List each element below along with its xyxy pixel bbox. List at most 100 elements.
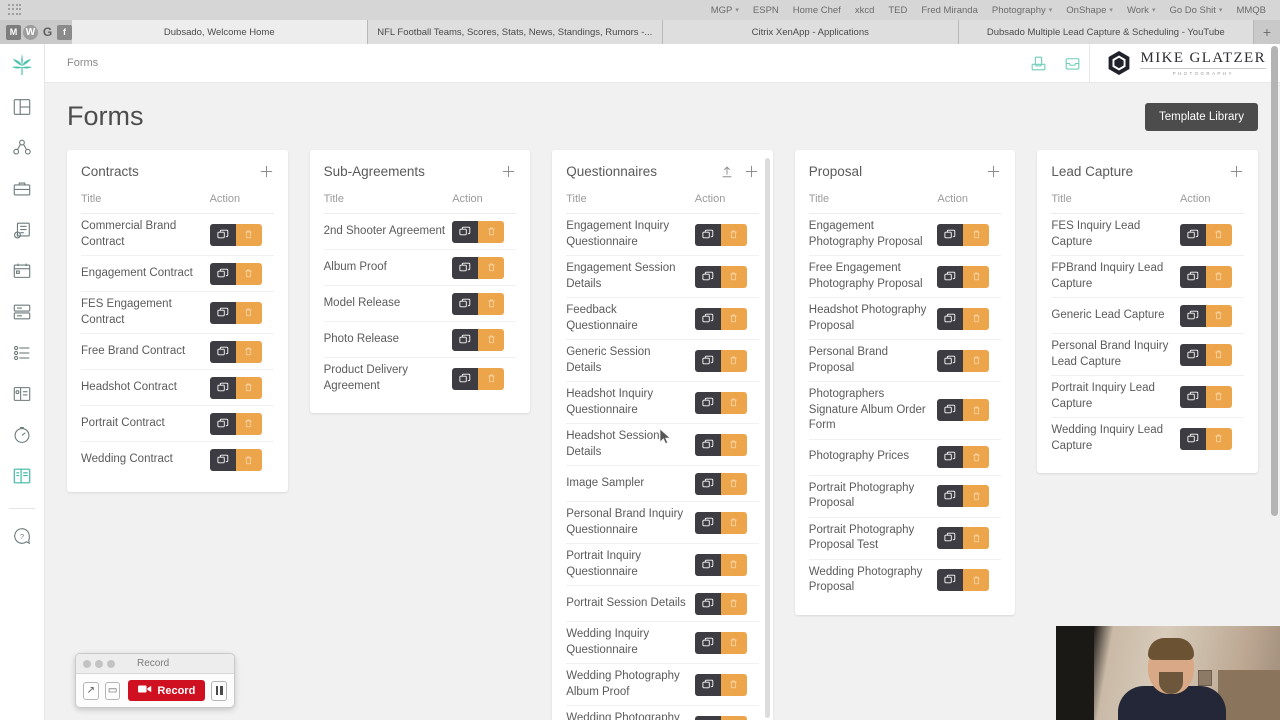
table-row[interactable]: Generic Session Details — [566, 340, 759, 383]
screen-record-widget[interactable]: Record ↗ ▭ Record — [75, 653, 235, 708]
form-title[interactable]: FES Engagement Contract — [81, 298, 172, 326]
sidebar-item-calendar[interactable] — [7, 256, 37, 286]
bookmark-link-work[interactable]: Work ▾ — [1127, 5, 1156, 16]
duplicate-icon[interactable] — [452, 328, 479, 351]
duplicate-icon[interactable] — [209, 449, 236, 472]
duplicate-icon[interactable] — [694, 391, 721, 414]
form-title[interactable]: Photo Release — [323, 332, 400, 345]
form-title[interactable]: Wedding Photography Proposal — [808, 565, 923, 594]
upload-icon[interactable] — [720, 165, 734, 179]
form-title[interactable]: Wedding Inquiry Questionnaire — [566, 628, 650, 656]
add-form-button[interactable] — [986, 164, 1001, 179]
window-zoom-button[interactable] — [107, 659, 115, 668]
form-title[interactable]: Wedding Inquiry Lead Capture — [1051, 424, 1164, 452]
trash-icon[interactable] — [720, 349, 747, 372]
form-title[interactable]: Wedding Contract — [81, 453, 173, 466]
duplicate-icon[interactable] — [209, 340, 236, 363]
add-form-button[interactable] — [501, 164, 516, 179]
duplicate-icon[interactable] — [694, 592, 721, 615]
trash-icon[interactable] — [963, 265, 990, 288]
browser-tab[interactable]: Citrix XenApp - Applications — [663, 20, 959, 44]
bookmark-link-xkcd[interactable]: xkcd — [855, 5, 875, 16]
table-row[interactable]: Wedding Photography Album Proof — [566, 664, 759, 707]
trash-icon[interactable] — [1205, 265, 1232, 288]
pause-icon[interactable] — [211, 680, 228, 701]
form-title[interactable]: Portrait Inquiry Lead Capture — [1051, 382, 1155, 410]
sidebar-item-invoices[interactable]: $ — [7, 215, 37, 245]
table-row[interactable]: Generic Lead Capture — [1051, 298, 1244, 335]
inbox-icon[interactable] — [1055, 44, 1089, 82]
duplicate-icon[interactable] — [937, 265, 964, 288]
page-scrollbar[interactable] — [1271, 46, 1278, 516]
table-row[interactable]: Portrait Inquiry Lead Capture — [1051, 376, 1244, 419]
bookmark-link-go-do-shit[interactable]: Go Do Shit ▾ — [1169, 5, 1222, 16]
sidebar-item-forms[interactable] — [7, 461, 37, 491]
duplicate-icon[interactable] — [452, 256, 479, 279]
table-row[interactable]: Portrait Photography Proposal Test — [808, 518, 1002, 560]
crop-tool-icon[interactable]: ▭ — [104, 681, 121, 700]
trash-icon[interactable] — [720, 472, 747, 495]
duplicate-icon[interactable] — [937, 399, 964, 422]
form-title[interactable]: FES Inquiry Lead Capture — [1051, 220, 1141, 248]
browser-tab[interactable]: Dubsado, Welcome Home — [72, 20, 368, 44]
trash-icon[interactable] — [478, 220, 505, 243]
form-title[interactable]: Portrait Contract — [81, 416, 165, 429]
duplicate-icon[interactable] — [937, 527, 964, 550]
template-library-button[interactable]: Template Library — [1144, 102, 1258, 131]
duplicate-icon[interactable] — [694, 223, 721, 246]
trash-icon[interactable] — [478, 292, 505, 315]
duplicate-icon[interactable] — [937, 569, 964, 592]
form-title[interactable]: Generic Session Details — [566, 346, 651, 374]
form-title[interactable]: Portrait Inquiry Questionnaire — [566, 550, 641, 578]
table-row[interactable]: Free Engagement Photography Proposal — [808, 256, 1002, 299]
trash-icon[interactable] — [1205, 385, 1232, 408]
duplicate-icon[interactable] — [1179, 343, 1206, 366]
form-title[interactable]: Headshot Contract — [81, 380, 177, 393]
duplicate-icon[interactable] — [694, 511, 721, 534]
table-row[interactable]: Wedding Inquiry Questionnaire — [566, 622, 759, 665]
table-row[interactable]: Personal Brand Proposal — [808, 340, 1002, 383]
form-title[interactable]: Portrait Photography Proposal — [808, 481, 915, 510]
trash-icon[interactable] — [235, 412, 262, 435]
sidebar-item-clients[interactable] — [7, 133, 37, 163]
arrow-tool-icon[interactable]: ↗ — [83, 681, 99, 700]
bookmark-link-espn[interactable]: ESPN — [753, 5, 779, 16]
trash-icon[interactable] — [1205, 343, 1232, 366]
trash-icon[interactable] — [963, 349, 990, 372]
breadcrumb[interactable]: Forms — [67, 57, 99, 69]
form-title[interactable]: Headshot Inquiry Questionnaire — [566, 388, 654, 416]
trash-icon[interactable] — [720, 223, 747, 246]
form-title[interactable]: Album Proof — [323, 260, 387, 273]
table-row[interactable]: Portrait Session Details — [566, 586, 759, 623]
form-title[interactable]: Feedback Questionnaire — [566, 304, 638, 332]
add-form-button[interactable] — [1229, 164, 1244, 179]
trash-icon[interactable] — [963, 569, 990, 592]
form-title[interactable]: Product Delivery Agreement — [323, 364, 408, 392]
browser-tab[interactable]: Dubsado Multiple Lead Capture & Scheduli… — [958, 20, 1254, 44]
form-title[interactable]: Commercial Brand Contract — [81, 220, 177, 248]
trash-icon[interactable] — [235, 262, 262, 285]
column-scrollbar[interactable] — [764, 158, 770, 718]
sidebar-item-templates[interactable] — [7, 297, 37, 327]
table-row[interactable]: Engagement Photography Proposal — [808, 214, 1002, 257]
trash-icon[interactable] — [963, 485, 990, 508]
table-row[interactable]: Wedding Contract — [81, 442, 274, 478]
sidebar-item-time-tracker[interactable] — [7, 420, 37, 450]
table-row[interactable]: Album Proof — [323, 250, 517, 286]
bookmark-link-mgp[interactable]: MGP ▾ — [711, 5, 739, 16]
duplicate-icon[interactable] — [937, 223, 964, 246]
duplicate-icon[interactable] — [694, 265, 721, 288]
table-row[interactable]: Headshot Contract — [81, 370, 274, 407]
form-title[interactable]: Engagement Photography Proposal — [808, 220, 923, 248]
add-form-button[interactable] — [259, 164, 274, 179]
bookmark-link-ted[interactable]: TED — [888, 5, 907, 16]
bookmark-link-onshape[interactable]: OnShape ▾ — [1066, 5, 1113, 16]
form-title[interactable]: Portrait Session Details — [566, 596, 686, 609]
inbox-in-icon[interactable] — [1021, 44, 1055, 82]
trash-icon[interactable] — [720, 511, 747, 534]
table-row[interactable]: Model Release — [323, 286, 517, 322]
trash-icon[interactable] — [720, 631, 747, 654]
trash-icon[interactable] — [478, 367, 505, 390]
favicon-wordpress[interactable]: W — [23, 24, 38, 40]
form-title[interactable]: Model Release — [323, 296, 401, 309]
